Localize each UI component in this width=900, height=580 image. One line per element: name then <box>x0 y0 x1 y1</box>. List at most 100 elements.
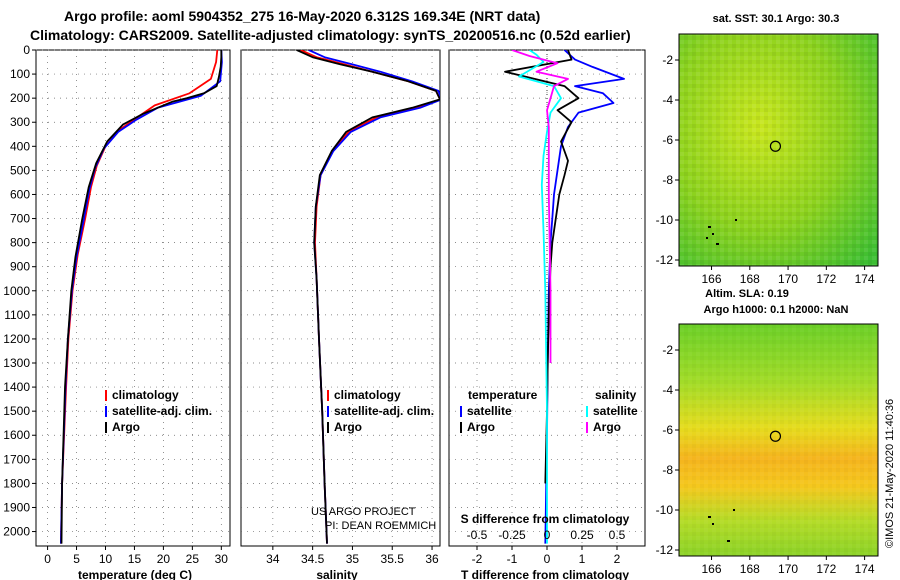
difference-x-ticks: -2 -1 0 1 2 <box>472 546 621 566</box>
legend-argo-label: Argo <box>334 420 362 434</box>
y-tick-label: 2000 <box>3 525 30 539</box>
map-y-tick-label: -12 <box>656 543 674 557</box>
salinity-grid <box>241 49 440 546</box>
salinity-plot-frame <box>240 49 441 547</box>
x-tick-label: 34.5 <box>301 552 325 566</box>
y-tick-label: 800 <box>10 236 30 250</box>
map-y-tick-label: -4 <box>662 383 673 397</box>
y-tick-label: 700 <box>10 212 30 226</box>
t-difference-label: T difference from climatology <box>461 568 629 580</box>
timestamp-credit: ©IMOS 21-May-2020 11:40:36 <box>884 399 896 548</box>
depth-y-ticks: 0 100 200 300 400 500 600 700 800 900 1000 1100 1200… <box>3 43 36 539</box>
difference-grid <box>449 49 645 546</box>
x-tick-label: 36 <box>425 552 439 566</box>
series-line-satellite-adj-clim- <box>60 50 223 544</box>
sst-map-frame <box>678 33 879 267</box>
map-y-tick-label: -2 <box>662 343 673 357</box>
map-y-tick-label: -12 <box>656 253 674 267</box>
map-x-tick-label: 166 <box>702 562 722 576</box>
map-x-tick-label: 172 <box>816 272 836 286</box>
y-tick-label: 1000 <box>3 284 30 298</box>
x-tick-label: -2 <box>472 552 483 566</box>
legend-s-argo-label: Argo <box>593 420 621 434</box>
difference-legend: temperature salinity satellite Argo sate… <box>460 388 638 434</box>
series-line-climatology <box>300 50 440 544</box>
difference-series <box>504 50 625 544</box>
y-tick-label: 1600 <box>3 428 30 442</box>
salinity-panel: 34 34.5 35 35.5 36 salinity climatology sate… <box>240 49 441 580</box>
x2-tick-label: 0.5 <box>609 528 626 542</box>
y-tick-label: 1500 <box>3 404 30 418</box>
x-tick-label: 25 <box>186 552 200 566</box>
x-tick-label: 10 <box>99 552 113 566</box>
y-tick-label: 1300 <box>3 356 30 370</box>
temperature-x-ticks: 0 5 10 15 20 25 30 <box>44 546 228 566</box>
series-line-climatology <box>60 50 219 544</box>
x-tick-label: 35.5 <box>381 552 405 566</box>
map-x-tick-label: 170 <box>778 272 798 286</box>
legend-climatology-label: climatology <box>334 388 401 402</box>
sla-map-title: Altim. SLA: 0.19 <box>705 288 789 300</box>
credit-line2: PI: DEAN ROEMMICH <box>325 520 436 532</box>
map-y-tick-label: -6 <box>662 133 673 147</box>
series-line-satellite-adj-clim- <box>308 50 440 544</box>
legend-satellite-label: satellite-adj. clim. <box>112 404 212 418</box>
x-tick-label: 5 <box>73 552 80 566</box>
x2-tick-label: -0.25 <box>498 528 526 542</box>
header-title-line1: Argo profile: aoml 5904352_275 16-May-20… <box>64 8 540 24</box>
sla-map-ticks: 166 168 170 172 174 -2 -4 -6 -8 -10 -12 <box>656 343 875 576</box>
salinity-x-ticks: 34 34.5 35 35.5 36 <box>266 546 439 566</box>
map-x-tick-label: 170 <box>778 562 798 576</box>
y-tick-label: 200 <box>10 91 30 105</box>
s-difference-label: S difference from climatology <box>461 512 630 526</box>
x2-tick-label: -0.5 <box>467 528 488 542</box>
salinity-series <box>296 50 440 544</box>
argo-location-marker <box>769 430 782 442</box>
series-line-argo <box>60 50 223 544</box>
salinity-legend: climatology satellite-adj. clim. Argo <box>327 388 434 434</box>
sla-map-subtitle: Argo h1000: 0.1 h2000: NaN <box>704 304 849 316</box>
salinity-difference-ticks: -0.5 -0.25 0 0.25 0.5 <box>467 528 626 542</box>
temperature-plot-frame <box>35 49 231 547</box>
y-tick-label: 1400 <box>3 380 30 394</box>
map-y-tick-label: -4 <box>662 93 673 107</box>
legend-temperature-title: temperature <box>468 388 538 402</box>
x2-tick-label: 0.25 <box>570 528 594 542</box>
series-line-temperature-argo <box>504 50 580 484</box>
argo-location-marker <box>769 140 782 152</box>
y-tick-label: 1900 <box>3 500 30 514</box>
temperature-x-label: temperature (deg C) <box>78 568 192 580</box>
legend-t-satellite-label: satellite <box>467 404 512 418</box>
legend-argo-label: Argo <box>112 420 140 434</box>
x-tick-label: 15 <box>128 552 142 566</box>
map-x-tick-label: 174 <box>855 272 875 286</box>
y-tick-label: 300 <box>10 115 30 129</box>
series-line-salinity-satellite <box>518 50 562 544</box>
map-y-tick-label: -8 <box>662 463 673 477</box>
sst-map-panel: sat. SST: 30.1 Argo: 30.3 166 168 170 172 17… <box>656 13 879 286</box>
x-tick-label: 1 <box>579 552 586 566</box>
salinity-x-label: salinity <box>316 568 358 580</box>
x-tick-label: -1 <box>507 552 518 566</box>
y-tick-label: 900 <box>10 260 30 274</box>
y-tick-label: 1200 <box>3 332 30 346</box>
y-tick-label: 500 <box>10 163 30 177</box>
map-y-tick-label: -10 <box>656 503 674 517</box>
x-tick-label: 30 <box>215 552 229 566</box>
map-x-tick-label: 166 <box>702 272 722 286</box>
x-tick-label: 20 <box>157 552 171 566</box>
y-tick-label: 100 <box>10 67 30 81</box>
sst-island-marks <box>706 219 737 245</box>
map-y-tick-label: -8 <box>662 173 673 187</box>
sla-map-frame <box>678 323 879 557</box>
y-tick-label: 0 <box>23 43 30 57</box>
series-line-temperature-satellite <box>544 50 625 544</box>
legend-t-argo-label: Argo <box>467 420 495 434</box>
legend-satellite-label: satellite-adj. clim. <box>334 404 434 418</box>
x-tick-label: 34 <box>266 552 280 566</box>
map-x-tick-label: 172 <box>816 562 836 576</box>
header-title-line2: Climatology: CARS2009. Satellite-adjuste… <box>30 27 631 43</box>
x-tick-label: 35 <box>346 552 360 566</box>
temperature-grid <box>36 49 230 546</box>
